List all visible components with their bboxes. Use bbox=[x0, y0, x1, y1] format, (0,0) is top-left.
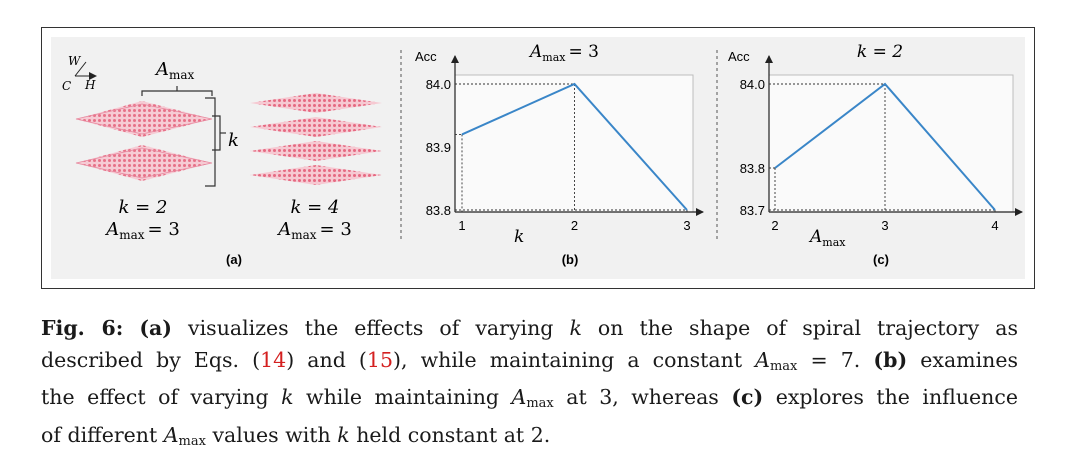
chart-c-ylabel: Acc bbox=[728, 49, 750, 64]
axis-c-label: C bbox=[62, 79, 71, 93]
chart-c-series-line bbox=[774, 82, 996, 211]
k-brace: k bbox=[205, 97, 239, 187]
chart-b-plot-area bbox=[454, 74, 694, 213]
caption-line-1: Fig. 6: (a) visualizes the effects of va… bbox=[41, 313, 1018, 345]
chart-c-ytick-label: 83.8 bbox=[740, 161, 765, 176]
chart-c-xlabel: Amax bbox=[808, 227, 846, 249]
panel-a: W C H Amax k bbox=[62, 54, 382, 267]
caption-text: of different bbox=[41, 422, 164, 447]
caption-text: described by Eqs. ( bbox=[41, 347, 261, 372]
caption-max-sub: max bbox=[769, 358, 798, 374]
panel-c-tag: (c) bbox=[873, 252, 889, 267]
caption-line-3: the effect of varying k while maintainin… bbox=[41, 382, 1018, 420]
axis-h-label: H bbox=[84, 78, 96, 92]
caption-line-4: of different Amax values with k held con… bbox=[41, 420, 1018, 458]
left-amax-label: Amax = 3 bbox=[104, 219, 180, 242]
chart-b-ytick-label: 84.0 bbox=[426, 77, 451, 92]
chart-b-ytick-label: 83.8 bbox=[426, 203, 451, 218]
caption-text: visualizes the effects of varying bbox=[172, 316, 570, 340]
chart-c-title: k = 2 bbox=[857, 42, 903, 62]
chart-c-xtick-label: 4 bbox=[991, 218, 998, 233]
caption-text: = 7. bbox=[797, 347, 874, 372]
panel-b-tag: (b) bbox=[562, 252, 579, 267]
amax-brace-label: Amax bbox=[154, 59, 195, 82]
caption-a-symbol: A bbox=[755, 347, 770, 372]
figure-caption: Fig. 6: (a) visualizes the effects of va… bbox=[41, 313, 1018, 457]
chart-b: Acc Amax = 3 k (b) 1 2 3 83.8 83.9 84.0 bbox=[415, 42, 704, 267]
chart-b-title: Amax = 3 bbox=[528, 42, 599, 64]
spiral-k2 bbox=[75, 101, 213, 181]
caption-b-tag: (b) bbox=[873, 347, 908, 372]
caption-fig-label: Fig. 6: bbox=[41, 316, 124, 340]
chart-c: Acc k = 2 Amax (c) 2 3 4 83.7 83.8 84.0 bbox=[728, 42, 1023, 267]
right-k-label: k = 4 bbox=[291, 197, 340, 218]
caption-max-sub: max bbox=[178, 433, 206, 449]
chart-b-series-line bbox=[461, 82, 688, 211]
figure-frame: W C H Amax k bbox=[41, 27, 1035, 289]
chart-c-xtick-label: 2 bbox=[771, 218, 778, 233]
eq-ref-15[interactable]: 15 bbox=[366, 347, 394, 372]
chart-b-xtick-label: 3 bbox=[683, 218, 690, 233]
caption-text: values with bbox=[205, 422, 338, 447]
axis-indicator: W C H bbox=[62, 54, 97, 93]
caption-max-sub: max bbox=[526, 396, 554, 411]
caption-text: while maintaining bbox=[293, 385, 512, 409]
caption-text: on the shape of spiral trajectory as bbox=[581, 316, 1018, 340]
caption-line-2: described by Eqs. (14) and (15), while m… bbox=[41, 345, 1018, 383]
chart-c-xtick-label: 3 bbox=[881, 218, 888, 233]
panel-a-tag: (a) bbox=[226, 252, 242, 267]
caption-a-symbol: A bbox=[511, 385, 527, 409]
caption-text: explores the influence bbox=[763, 385, 1019, 409]
chart-b-ytick-label: 83.9 bbox=[426, 140, 451, 155]
spiral-k4 bbox=[250, 93, 382, 185]
chart-c-ytick-label: 83.7 bbox=[740, 203, 765, 218]
chart-c-ytick-label: 84.0 bbox=[740, 77, 765, 92]
figure-svg: W C H Amax k bbox=[62, 42, 1023, 267]
amax-brace: Amax bbox=[141, 59, 213, 96]
caption-k: k bbox=[337, 422, 350, 447]
chart-b-xlabel: k bbox=[514, 227, 524, 247]
chart-b-ylabel: Acc bbox=[415, 49, 437, 64]
chart-b-xtick-label: 1 bbox=[458, 218, 465, 233]
caption-text: ), while maintaining a constant bbox=[393, 347, 756, 372]
eq-ref-14[interactable]: 14 bbox=[260, 347, 287, 372]
caption-k: k bbox=[569, 316, 582, 340]
caption-c-tag: (c) bbox=[731, 385, 764, 409]
caption-text: examines bbox=[907, 347, 1019, 372]
chart-b-xtick-label: 2 bbox=[571, 218, 578, 233]
left-k-label: k = 2 bbox=[119, 197, 168, 218]
caption-text: held constant at 2. bbox=[349, 422, 551, 447]
caption-text: ) and ( bbox=[286, 347, 367, 372]
axis-w-label: W bbox=[68, 54, 82, 68]
right-amax-label: Amax = 3 bbox=[276, 219, 352, 242]
caption-text: at 3, whereas bbox=[553, 385, 732, 409]
k-brace-label: k bbox=[228, 130, 239, 151]
caption-a-tag: (a) bbox=[139, 316, 173, 340]
caption-text: the effect of varying bbox=[41, 385, 282, 409]
caption-k: k bbox=[281, 385, 294, 409]
caption-a-symbol: A bbox=[163, 422, 179, 447]
chart-c-plot-area bbox=[768, 74, 1014, 213]
